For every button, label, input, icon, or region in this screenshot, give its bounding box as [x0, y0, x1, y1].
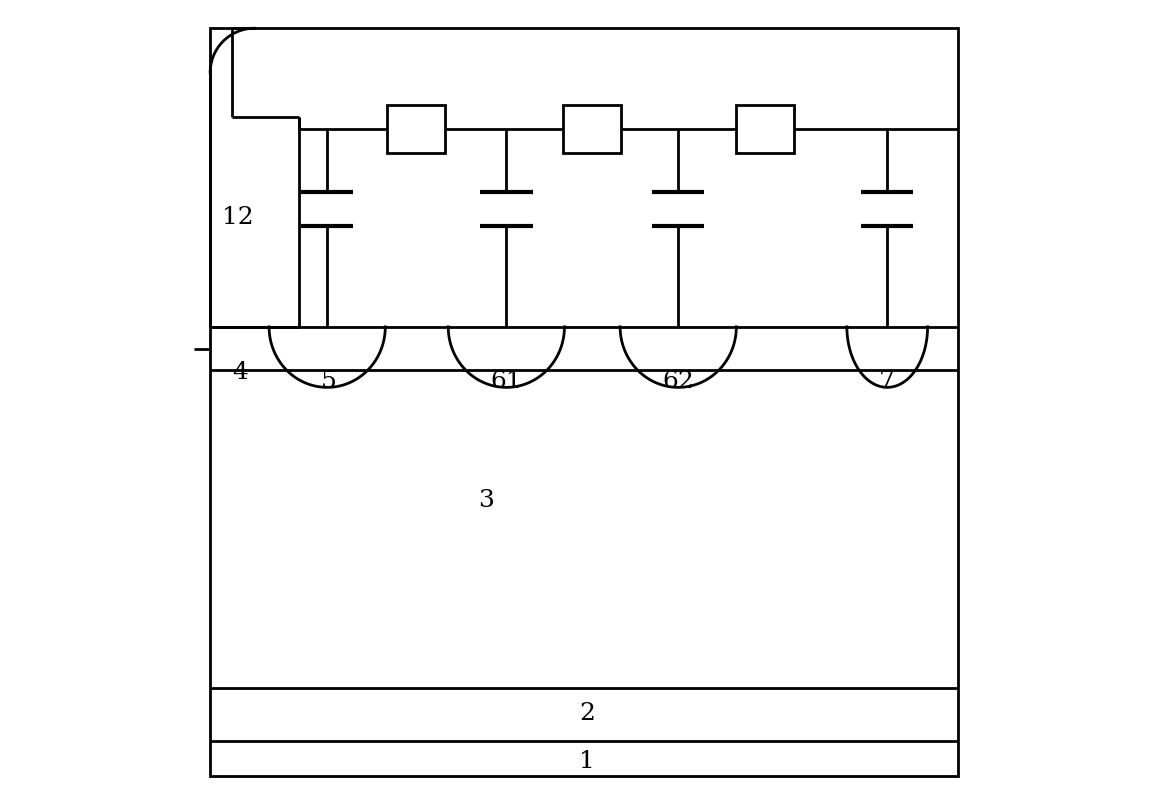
Text: 5: 5 — [321, 370, 337, 393]
Text: 12: 12 — [222, 207, 253, 229]
Text: 62: 62 — [662, 370, 694, 393]
Text: 3: 3 — [478, 489, 494, 512]
Text: 7: 7 — [879, 370, 895, 393]
Text: 2: 2 — [580, 702, 595, 725]
Text: 61: 61 — [491, 370, 522, 393]
Bar — [387, 105, 445, 153]
Bar — [563, 105, 621, 153]
Text: 1: 1 — [580, 751, 595, 773]
Bar — [737, 105, 794, 153]
Text: 4: 4 — [232, 362, 248, 384]
